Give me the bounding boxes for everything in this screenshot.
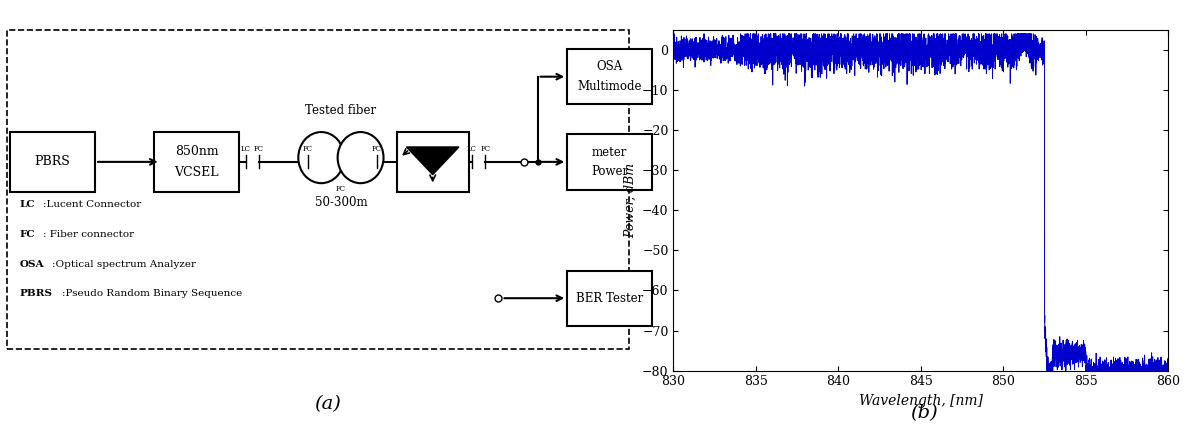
Bar (397, 132, 468, 192)
Text: PBRS: PBRS (19, 289, 52, 299)
Text: FC: FC (19, 230, 36, 239)
Bar (10, 132, 95, 192)
Text: PBRS: PBRS (35, 155, 70, 168)
Text: OSA: OSA (596, 60, 623, 74)
Text: 850nm: 850nm (175, 145, 218, 158)
Bar (567, 134, 652, 190)
Text: (b): (b) (909, 404, 938, 422)
Text: FC: FC (303, 145, 313, 153)
Text: :Pseudo Random Binary Sequence: :Pseudo Random Binary Sequence (62, 289, 242, 299)
Text: Tested fiber: Tested fiber (305, 104, 377, 117)
Text: FC: FC (336, 185, 346, 193)
X-axis label: Wavelength, [nm]: Wavelength, [nm] (859, 394, 982, 408)
Ellipse shape (337, 132, 384, 183)
Text: : Fiber connector: : Fiber connector (43, 230, 134, 239)
Text: (a): (a) (315, 395, 341, 413)
Bar (567, 271, 652, 326)
Text: :Lucent Connector: :Lucent Connector (43, 200, 141, 209)
Text: Power: Power (591, 165, 628, 178)
Text: meter: meter (592, 146, 627, 159)
Polygon shape (406, 147, 459, 175)
Text: 50-300m: 50-300m (315, 196, 367, 209)
Bar (7, 30, 629, 349)
Y-axis label: Power, dBm: Power, dBm (623, 163, 637, 238)
Text: FC: FC (480, 145, 490, 153)
Bar (567, 49, 652, 104)
Text: LC: LC (241, 145, 250, 153)
Text: Multimode: Multimode (577, 80, 642, 93)
Text: BER Tester: BER Tester (576, 292, 644, 305)
Ellipse shape (298, 132, 344, 183)
Text: :Optical spectrum Analyzer: :Optical spectrum Analyzer (52, 259, 197, 269)
Bar (154, 132, 240, 192)
Text: VCSEL: VCSEL (174, 166, 219, 179)
Text: FC: FC (254, 145, 263, 153)
Text: LC: LC (467, 145, 477, 153)
Text: FC: FC (372, 145, 381, 153)
Text: OSA: OSA (19, 259, 44, 269)
Text: LC: LC (19, 200, 36, 209)
